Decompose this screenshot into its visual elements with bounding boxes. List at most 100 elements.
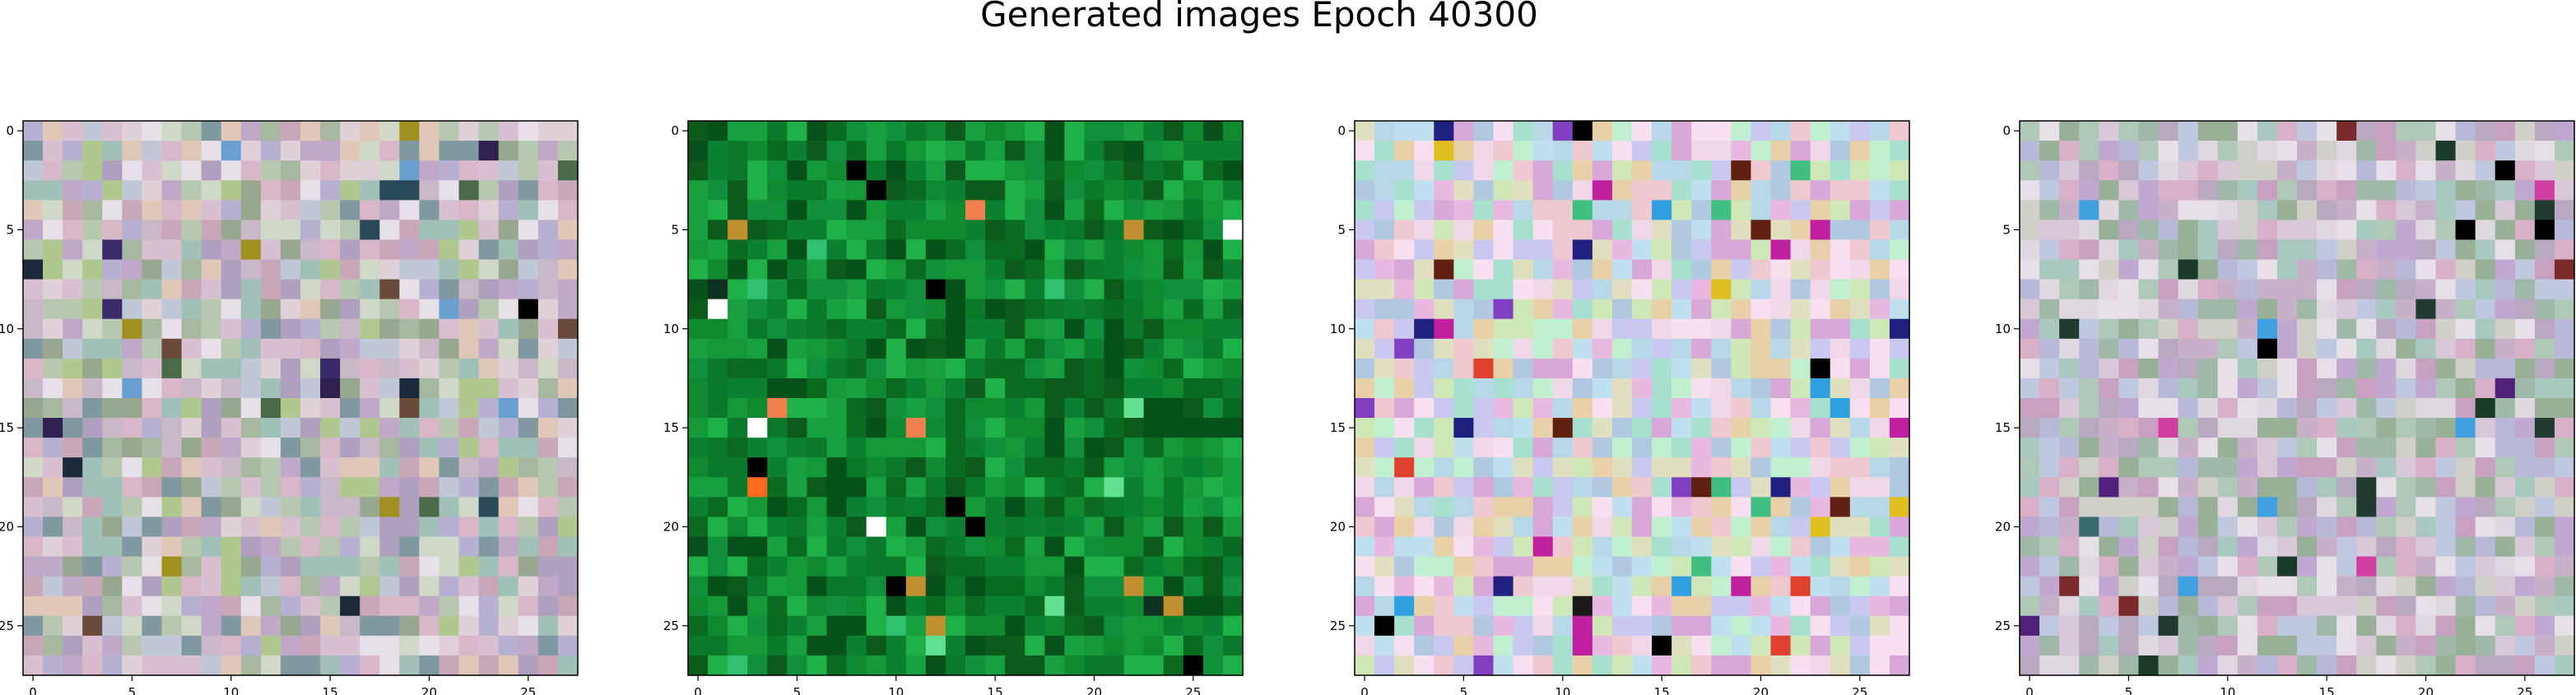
pixel-cell (1513, 259, 1534, 280)
pixel-cell (1374, 457, 1395, 478)
pixel-cell (1394, 239, 1415, 261)
pixel-cell (1513, 477, 1534, 498)
pixel-cell (399, 418, 421, 438)
pixel-cell (2039, 121, 2060, 141)
pixel-cell (201, 220, 222, 241)
pixel-cell (2237, 517, 2258, 538)
pixel-cell (142, 121, 163, 141)
pixel-cell (458, 556, 480, 577)
pixel-cell (2554, 318, 2575, 340)
x-tick-label: 25 (1852, 685, 1867, 695)
pixel-cell (1163, 141, 1184, 161)
pixel-cell (985, 318, 1006, 340)
pixel-cell (767, 378, 788, 399)
pixel-cell (2396, 615, 2417, 637)
pixel-cell (1632, 299, 1653, 320)
pixel-cell (1183, 457, 1204, 478)
pixel-cell (260, 121, 281, 141)
pixel-cell (1374, 398, 1395, 419)
pixel-cell (945, 497, 966, 518)
pixel-cell (1374, 378, 1395, 399)
pixel-cell (2138, 160, 2160, 181)
pixel-cell (2455, 299, 2476, 320)
pixel-cell (142, 378, 163, 399)
pixel-cell (2317, 655, 2337, 676)
pixel-cell (1453, 635, 1475, 656)
pixel-cell (102, 358, 123, 379)
pixel-cell (826, 536, 848, 558)
pixel-cell (1652, 556, 1672, 577)
pixel-cell (122, 220, 143, 241)
pixel-cell (1532, 517, 1554, 538)
pixel-cell (1453, 497, 1475, 518)
pixel-cell (728, 438, 748, 458)
pixel-cell (767, 635, 788, 656)
pixel-cell (439, 556, 460, 577)
pixel-cell (1751, 457, 1772, 478)
pixel-cell (1104, 576, 1125, 597)
pixel-cell (1672, 477, 1692, 498)
pixel-cell (965, 457, 986, 478)
pixel-cell (1104, 121, 1125, 141)
pixel-cell (320, 576, 341, 597)
pixel-cell (2356, 358, 2377, 379)
pixel-cell (142, 220, 163, 241)
pixel-cell (1770, 635, 1792, 656)
pixel-cell (2554, 279, 2575, 300)
pixel-cell (2435, 121, 2457, 141)
pixel-cell (419, 318, 440, 340)
pixel-cell (1592, 378, 1613, 399)
pixel-cell (925, 497, 946, 518)
pixel-cell (280, 576, 301, 597)
pixel-cell (1143, 576, 1165, 597)
pixel-cell (2059, 180, 2080, 201)
pixel-cell (221, 358, 242, 379)
pixel-cell (2118, 318, 2140, 340)
pixel-cell (458, 576, 480, 597)
pixel-cell (1064, 418, 1086, 438)
pixel-cell (1869, 378, 1890, 399)
axes-frame (2019, 120, 2575, 676)
pixel-cell (142, 438, 163, 458)
pixel-cell (1355, 358, 1375, 379)
pixel-cell (1453, 358, 1475, 379)
pixel-cell (2554, 200, 2575, 220)
pixel-cell (945, 536, 966, 558)
pixel-cell (82, 536, 103, 558)
pixel-cell (240, 556, 262, 577)
pixel-cell (1889, 655, 1910, 676)
pixel-cell (1084, 141, 1105, 161)
pixel-cell (1414, 378, 1434, 399)
pixel-cell (221, 160, 242, 181)
pixel-cell (360, 160, 380, 181)
pixel-cell (340, 279, 360, 300)
pixel-cell (1123, 220, 1145, 241)
pixel-cell (1790, 398, 1811, 419)
pixel-cell (23, 418, 44, 438)
pixel-cell (300, 497, 321, 518)
pixel-cell (439, 595, 460, 617)
pixel-cell (688, 299, 709, 320)
pixel-cell (2237, 160, 2258, 181)
pixel-cell (1830, 121, 1851, 141)
pixel-cell (1869, 517, 1890, 538)
pixel-cell (1374, 576, 1395, 597)
pixel-cell (2178, 418, 2199, 438)
pixel-cell (23, 398, 44, 419)
pixel-cell (1770, 378, 1792, 399)
pixel-cell (1005, 438, 1025, 458)
pixel-cell (1869, 615, 1890, 637)
pixel-cell (866, 477, 887, 498)
pixel-cell (2099, 595, 2119, 617)
pixel-cell (2554, 517, 2575, 538)
pixel-cell (2099, 457, 2119, 478)
pixel-cell (1493, 180, 1514, 201)
pixel-cell (498, 438, 519, 458)
pixel-cell (1374, 318, 1395, 340)
pixel-cell (1731, 160, 1752, 181)
pixel-cell (320, 536, 341, 558)
pixel-cell (280, 160, 301, 181)
pixel-cell (866, 536, 887, 558)
pixel-cell (63, 378, 83, 399)
pixel-cell (2495, 497, 2516, 518)
